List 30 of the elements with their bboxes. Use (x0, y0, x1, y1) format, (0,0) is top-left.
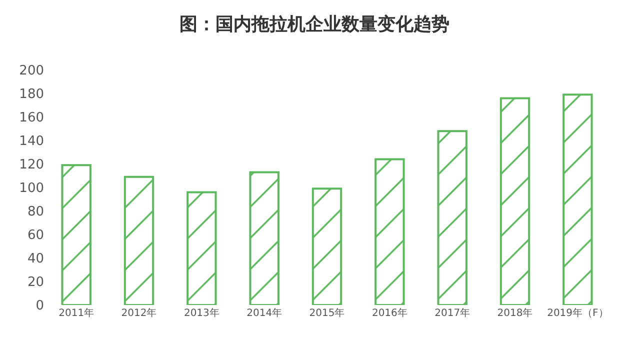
bar (61, 164, 92, 305)
bar (374, 158, 405, 305)
x-tick-label: 2013年 (184, 307, 220, 319)
x-tick-label: 2017年 (434, 307, 470, 319)
y-tick-label: 40 (27, 252, 44, 267)
y-tick-label: 0 (36, 298, 44, 314)
bar (562, 94, 593, 305)
y-tick-label: 160 (19, 110, 44, 126)
x-tick-label: 2015年 (309, 307, 345, 319)
y-tick-label: 200 (19, 64, 44, 79)
y-tick-label: 80 (27, 204, 44, 220)
y-tick-label: 120 (19, 158, 44, 173)
x-tick-label: 2016年 (372, 307, 408, 319)
x-tick-label: 2018年 (497, 307, 533, 319)
x-tick-label: 2012年 (121, 307, 157, 319)
bar (186, 191, 217, 305)
bar (437, 130, 468, 305)
x-tick-label: 2019年（F） (547, 307, 608, 319)
y-tick-label: 60 (27, 228, 44, 244)
y-tick-label: 140 (19, 134, 44, 150)
bar (312, 188, 342, 305)
y-tick-label: 100 (19, 181, 44, 196)
chart-title: 图：国内拖拉机企业数量变化趋势 (180, 14, 450, 35)
x-tick-label: 2011年 (58, 307, 94, 319)
y-tick-label: 180 (19, 87, 44, 102)
bar (500, 97, 530, 305)
x-tick-label: 2014年 (246, 307, 282, 319)
bar (124, 176, 154, 305)
y-tick-label: 20 (27, 275, 44, 290)
bar (249, 171, 280, 305)
